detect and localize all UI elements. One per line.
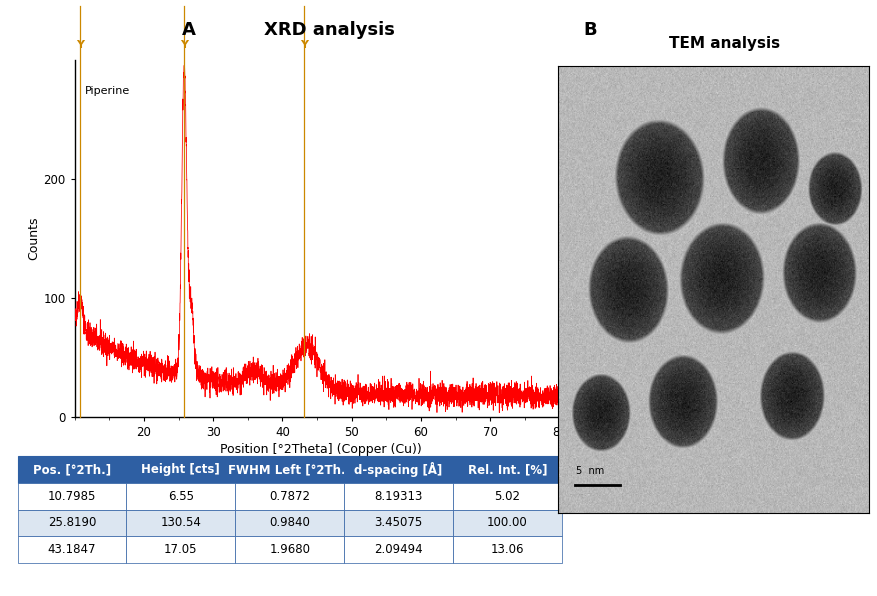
Text: B: B <box>583 21 597 39</box>
Text: Y: Y <box>76 40 84 50</box>
Text: 5  nm: 5 nm <box>575 465 603 476</box>
X-axis label: Position [°2Theta] (Copper (Cu)): Position [°2Theta] (Copper (Cu)) <box>219 443 421 457</box>
Text: A: A <box>182 21 196 39</box>
Y-axis label: Counts: Counts <box>27 217 40 260</box>
Text: Piperine: Piperine <box>85 86 130 96</box>
Text: Y: Y <box>180 40 188 50</box>
Text: XRD analysis: XRD analysis <box>263 21 395 39</box>
Text: TEM analysis: TEM analysis <box>668 36 779 51</box>
Text: Y: Y <box>300 40 308 50</box>
